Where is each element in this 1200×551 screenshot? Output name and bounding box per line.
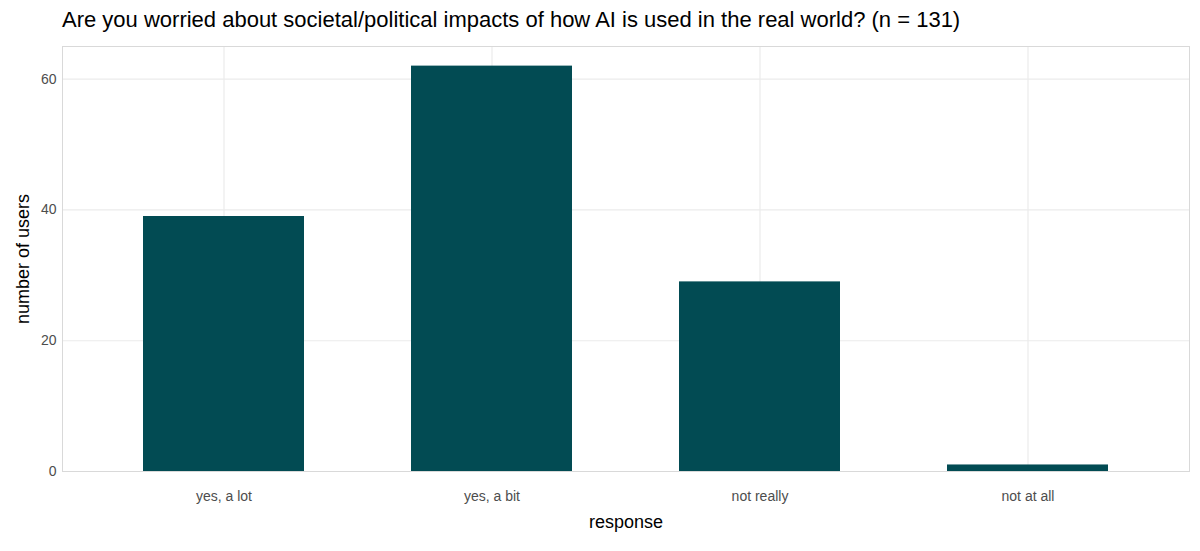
svg-text:yes, a lot: yes, a lot — [196, 488, 252, 504]
svg-text:yes, a bit: yes, a bit — [464, 488, 520, 504]
svg-text:not really: not really — [732, 488, 789, 504]
svg-text:number of users: number of users — [13, 194, 33, 324]
svg-text:response: response — [589, 512, 663, 532]
svg-text:60: 60 — [41, 71, 57, 87]
html-text:Are you worried about societal: Are you worried about societal/political… — [62, 7, 961, 32]
svg-text:20: 20 — [41, 332, 57, 348]
svg-text:40: 40 — [41, 201, 57, 217]
svg-text:not at all: not at all — [1002, 488, 1055, 504]
svg-text:0: 0 — [49, 463, 57, 479]
